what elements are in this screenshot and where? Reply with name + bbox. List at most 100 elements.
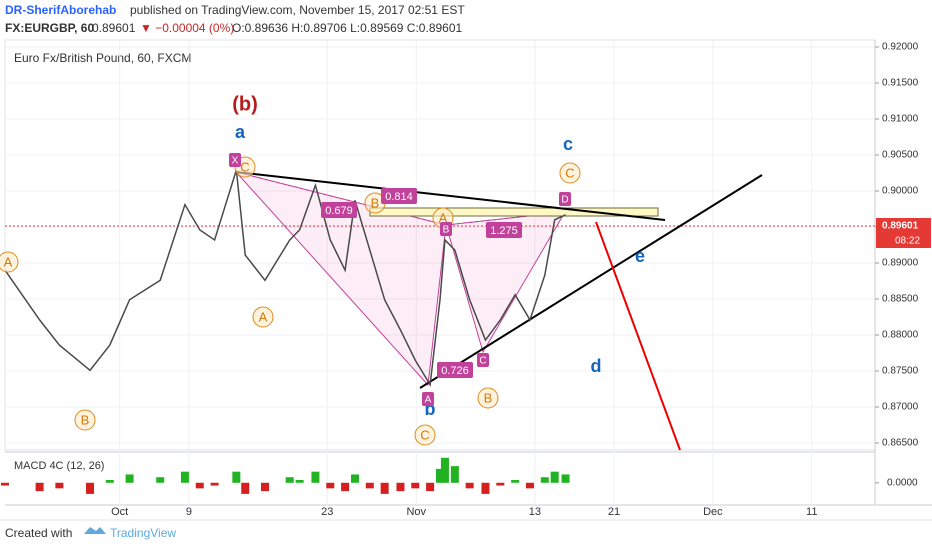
pattern-label: C xyxy=(479,356,486,367)
macd-bar xyxy=(55,482,64,489)
x-tick-label: 23 xyxy=(321,506,333,518)
macd-bar xyxy=(396,482,405,492)
footer-created: Created with xyxy=(5,526,72,540)
macd-bar xyxy=(210,482,219,486)
macd-bar xyxy=(1,482,9,486)
macd-bar xyxy=(496,482,505,486)
macd-bar xyxy=(481,482,490,494)
x-tick-label: Oct xyxy=(111,506,128,518)
macd-bar xyxy=(285,477,294,483)
y-tick-label: 0.89000 xyxy=(882,258,919,269)
wave-label: (b) xyxy=(232,93,258,115)
macd-bar xyxy=(540,477,549,483)
macd-bar xyxy=(311,471,320,483)
indicator-title: MACD 4C (12, 26) xyxy=(14,460,104,472)
ohlc: O:0.89636 H:0.89706 L:0.89569 C:0.89601 xyxy=(232,21,463,35)
macd-bar xyxy=(525,482,534,489)
chart-title: Euro Fx/British Pound, 60, FXCM xyxy=(14,51,191,65)
macd-bar xyxy=(86,482,95,494)
y-tick-label: 0.92000 xyxy=(882,42,919,53)
macd-bar xyxy=(261,482,270,492)
pattern-label: A xyxy=(425,395,432,406)
point-label: C xyxy=(565,165,574,180)
macd-bar xyxy=(341,482,350,492)
point-circle xyxy=(477,387,499,409)
point-circle xyxy=(414,424,436,446)
macd-bar xyxy=(436,468,444,483)
published: published on TradingView.com, November 1… xyxy=(130,3,465,17)
macd-bar xyxy=(440,457,449,483)
wave-label: e xyxy=(635,246,645,266)
macd-bar xyxy=(125,474,134,483)
price-series xyxy=(4,169,566,387)
macd-bar xyxy=(450,466,459,483)
point-circle xyxy=(559,162,581,184)
macd-bar xyxy=(295,480,304,483)
ratio-label: 1.275 xyxy=(490,225,518,237)
ratio-label: 0.679 xyxy=(325,205,353,217)
point-label: B xyxy=(81,412,90,427)
point-label: A xyxy=(4,254,13,269)
projection xyxy=(595,221,681,451)
x-tick-label: 21 xyxy=(608,506,620,518)
y-tick-label: 0.88500 xyxy=(882,294,919,305)
macd-bar xyxy=(365,482,374,489)
pattern-box xyxy=(229,153,241,167)
drawing: Oct 9 23 Nov 13 21 Dec 110.920000.915000.910000… xyxy=(0,40,931,518)
ratio-box xyxy=(321,202,357,218)
macd-bar xyxy=(326,482,335,489)
macd-bar xyxy=(561,474,570,483)
price-tag-value: 0.89601 xyxy=(882,221,919,232)
ratio-box xyxy=(381,188,417,204)
point-circle xyxy=(0,251,19,273)
x-tick-label: 11 xyxy=(806,506,817,518)
pattern-box xyxy=(440,222,452,236)
brand-logo xyxy=(84,527,106,534)
x-tick-label: 13 xyxy=(529,506,541,518)
point-label: C xyxy=(240,159,249,174)
y-tick-label: 0.90000 xyxy=(882,186,919,197)
point-label: B xyxy=(371,195,380,210)
pattern-label: B xyxy=(443,225,450,236)
pattern-label: D xyxy=(561,195,568,206)
macd-bar xyxy=(35,482,44,492)
point-label: A xyxy=(259,309,268,324)
point-circle xyxy=(252,306,274,328)
macd-bar xyxy=(380,482,389,494)
x-tick-label: Nov xyxy=(406,506,426,518)
last: 0.89601 xyxy=(92,21,136,35)
wave-label: b xyxy=(425,399,436,419)
symbol: FX:EURGBP, 60 xyxy=(5,21,94,35)
y-tick-label: 0.86500 xyxy=(882,438,919,449)
trend-lower xyxy=(419,174,763,389)
macd-bar xyxy=(180,471,189,483)
y-tick-label: 0.90500 xyxy=(882,150,919,161)
ratio-box xyxy=(486,222,522,238)
wave-label: c xyxy=(563,134,573,154)
macd-bar xyxy=(350,474,359,483)
macd-bar xyxy=(156,477,165,483)
ratio-box xyxy=(437,362,473,378)
ratio-label: 0.726 xyxy=(441,365,469,377)
point-circle xyxy=(74,409,96,431)
macd-bar xyxy=(195,482,204,489)
change: ▼ −0.00004 (0%) xyxy=(140,21,234,35)
y-tick-label: 0.0000 xyxy=(887,477,918,488)
macd-bar xyxy=(550,471,559,483)
pattern-box xyxy=(477,353,489,367)
pattern-box xyxy=(422,392,434,406)
price-tag-countdown: 08:22 xyxy=(895,236,920,247)
point-label: B xyxy=(484,390,493,405)
x-tick-label: 9 xyxy=(186,506,192,518)
y-tick-label: 0.91500 xyxy=(882,78,919,89)
macd-bar xyxy=(511,480,520,483)
point-label: C xyxy=(420,427,429,442)
macd-bar xyxy=(465,482,474,489)
author: DR-SherifAborehab xyxy=(5,3,116,17)
x-tick-label: Dec xyxy=(703,506,723,518)
y-tick-label: 0.87500 xyxy=(882,366,919,377)
footer-brand: TradingView xyxy=(110,526,176,540)
trend-upper xyxy=(235,171,666,221)
